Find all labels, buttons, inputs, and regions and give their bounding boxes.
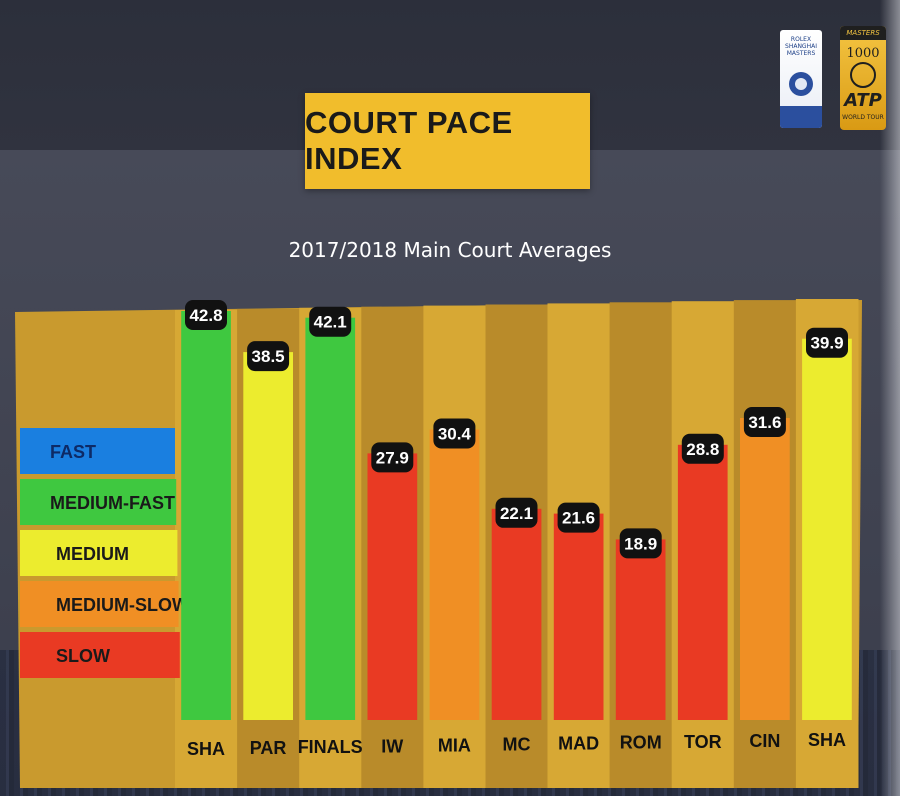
- title-banner: COURT PACE INDEX: [305, 93, 590, 189]
- bar-mad: [553, 513, 604, 720]
- atp-logo-top: MASTERS: [840, 26, 886, 40]
- data-label: 38.5: [252, 347, 285, 366]
- value-badge: [743, 407, 786, 437]
- data-label: 22.1: [500, 504, 533, 523]
- legend-swatch: [20, 581, 179, 627]
- category-label: MAD: [558, 734, 599, 754]
- data-label: 39.9: [810, 334, 843, 353]
- category-label: MC: [503, 735, 531, 755]
- data-label: 42.1: [314, 313, 347, 332]
- shanghai-logo-line: MASTERS: [786, 50, 816, 57]
- data-label: 42.8: [189, 306, 222, 325]
- legend-swatch: [20, 632, 180, 678]
- legend-label: MEDIUM: [56, 544, 129, 564]
- data-label: 21.6: [562, 509, 595, 528]
- bar-sha: [181, 311, 231, 720]
- category-label: MIA: [438, 735, 471, 755]
- category-label: SHA: [808, 730, 846, 750]
- shanghai-logo-line: ROLEX: [790, 36, 812, 43]
- value-badge: [309, 306, 352, 337]
- value-badge: [185, 300, 227, 330]
- atp-logo-sub: WORLD TOUR: [842, 114, 884, 121]
- category-label: PAR: [250, 738, 287, 758]
- value-badge: [495, 497, 538, 528]
- category-label: ROM: [620, 733, 662, 753]
- value-badge: [433, 418, 476, 449]
- rolex-shanghai-masters-logo: ROLEX SHANGHAI MASTERS: [780, 30, 822, 128]
- bar-iw: [367, 453, 418, 720]
- chart-subtitle: 2017/2018 Main Court Averages: [288, 238, 612, 262]
- data-label: 28.8: [686, 440, 719, 459]
- bar-rom: [615, 539, 666, 720]
- atp-masters-1000-logo: MASTERS 1000 ATP WORLD TOUR: [840, 26, 886, 130]
- legend-swatch: [20, 479, 177, 525]
- legend-label: MEDIUM-SLOW: [56, 595, 189, 615]
- bar-mc: [491, 508, 542, 720]
- value-badge: [806, 327, 848, 358]
- data-label: 27.9: [376, 448, 409, 467]
- shanghai-logo-base: [780, 106, 822, 128]
- data-label: 30.4: [438, 425, 472, 444]
- category-label: FINALS: [298, 737, 363, 757]
- legend-swatch: [20, 530, 178, 576]
- value-badge: [619, 528, 662, 559]
- data-label: 18.9: [624, 534, 657, 553]
- legend-label: SLOW: [56, 646, 110, 666]
- screen-edge: [880, 0, 900, 796]
- bar-sha: [802, 338, 852, 720]
- legend-swatch: [20, 428, 175, 474]
- value-badge: [557, 502, 600, 533]
- legend-label: FAST: [50, 442, 96, 462]
- value-badge: [371, 442, 414, 473]
- category-label: TOR: [684, 732, 722, 752]
- category-label: CIN: [749, 731, 780, 751]
- shanghai-logo-text: ROLEX SHANGHAI MASTERS: [780, 36, 822, 57]
- bar-finals: [305, 317, 356, 720]
- value-badge: [681, 433, 724, 464]
- atp-logo-number: 1000: [846, 46, 880, 61]
- value-badge: [247, 341, 290, 372]
- category-label: IW: [381, 736, 403, 756]
- page-title: COURT PACE INDEX: [305, 105, 513, 176]
- bar-mia: [429, 429, 480, 720]
- legend-label: MEDIUM-FAST: [50, 493, 175, 513]
- data-label: 31.6: [748, 413, 781, 432]
- atp-logo-wordmark: ATP: [844, 90, 882, 111]
- magnolia-emblem-icon: [789, 72, 813, 96]
- shanghai-logo-line: SHANGHAI: [785, 43, 817, 50]
- tennis-player-icon: [850, 62, 876, 88]
- category-label: SHA: [187, 739, 225, 759]
- bar-tor: [677, 444, 728, 720]
- bar-cin: [740, 418, 790, 720]
- bar-par: [243, 352, 293, 720]
